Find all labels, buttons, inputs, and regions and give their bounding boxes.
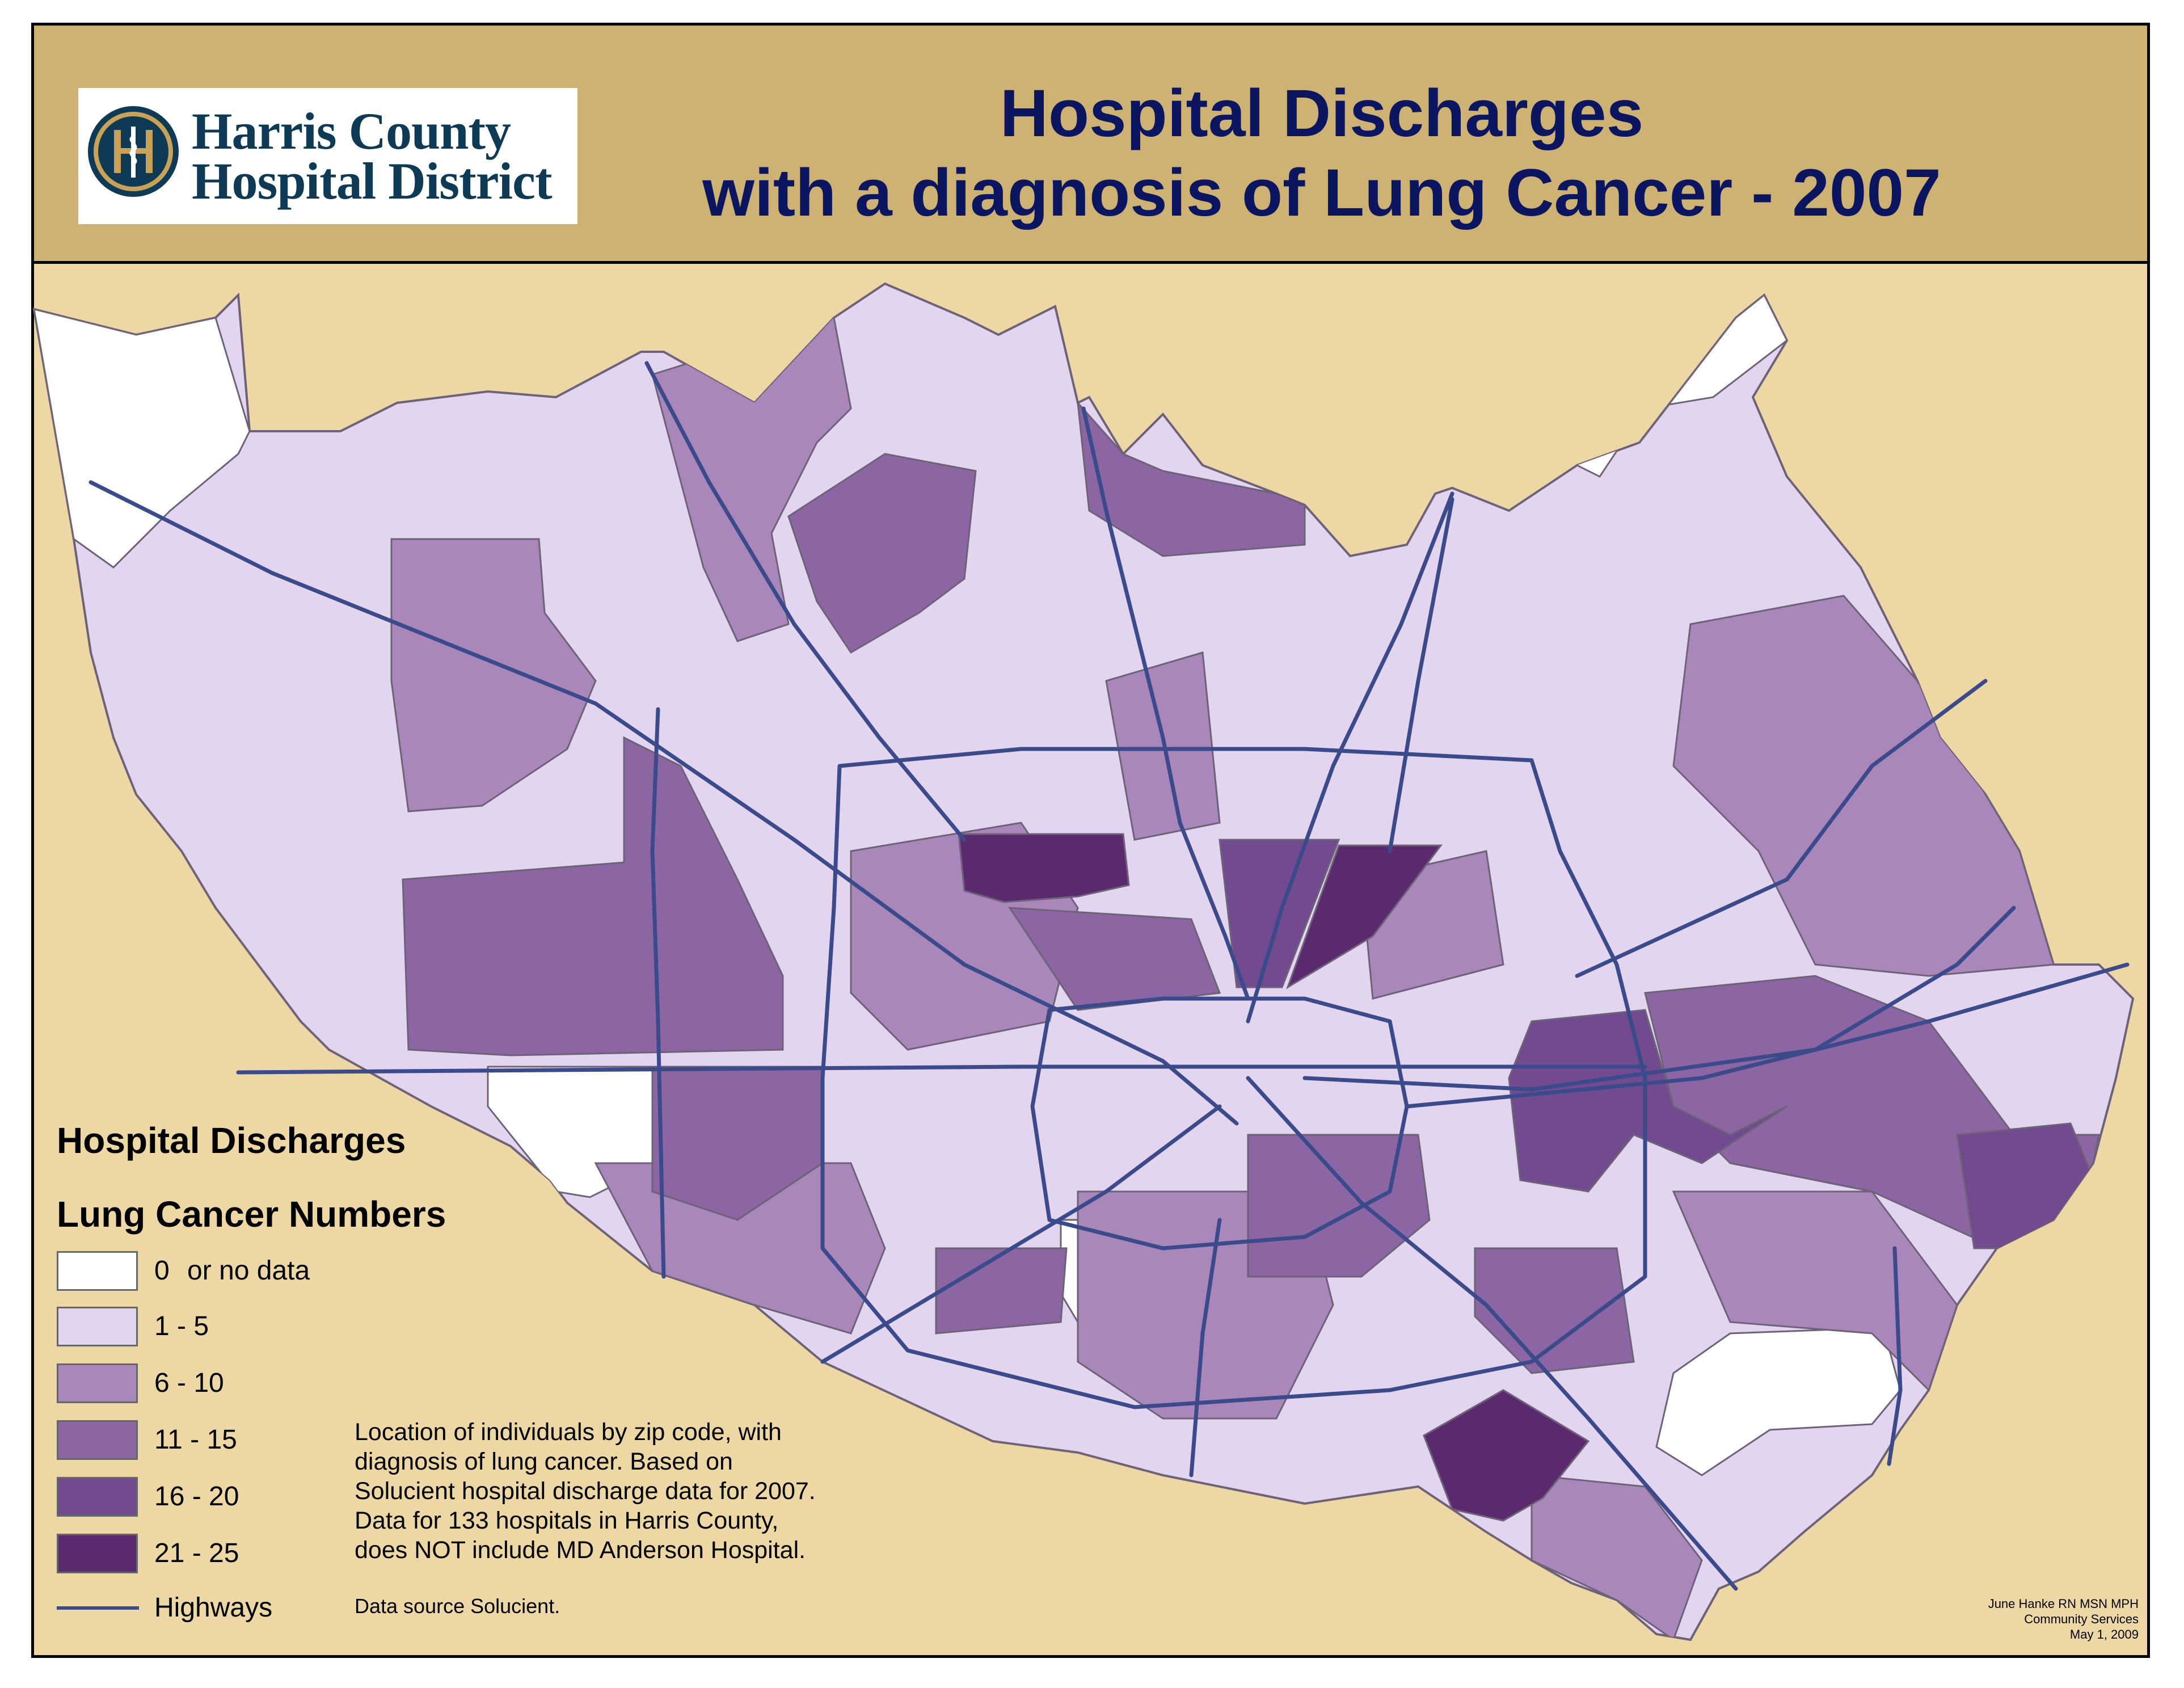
credit-line: June Hanke RN MSN MPH xyxy=(1988,1597,2139,1611)
page-title-line1: Hospital Discharges xyxy=(1000,76,1644,151)
legend-label-6-10: 6 - 10 xyxy=(154,1368,224,1398)
highway-northwest xyxy=(644,361,967,842)
legend-label-0-value: 0 xyxy=(154,1256,170,1286)
legend-swatch-6-10 xyxy=(57,1363,138,1403)
highway-northeast xyxy=(1575,679,1988,978)
zip-area-11-15-southwest xyxy=(935,1247,1068,1335)
legend-label-highways: Highways xyxy=(154,1593,273,1623)
highway-i45-south xyxy=(1246,1076,1738,1591)
map-note: Location of individuals by zip code, wit… xyxy=(355,1417,922,1565)
highway-i10-east xyxy=(1405,962,2130,1109)
zip-area-21-25-northeast-central xyxy=(1286,844,1443,990)
logo-text-line2: Hospital District xyxy=(192,152,553,210)
legend-swatch-11-15 xyxy=(57,1420,138,1460)
highway-ne-loop xyxy=(1388,497,1454,853)
map-note-line: does NOT include MD Anderson Hospital. xyxy=(355,1537,806,1564)
credit-line: Community Services xyxy=(2024,1612,2139,1626)
legend-label-0: 0 or no data xyxy=(154,1255,310,1287)
author-credit: June Hanke RN MSN MPH Community Services… xyxy=(1988,1596,2139,1642)
zip-area-11-15-southeast xyxy=(1474,1247,1635,1374)
legend-label-21-25: 21 - 25 xyxy=(154,1538,239,1568)
zip-area-11-15-south-central xyxy=(1247,1134,1431,1278)
legend-label-16-20: 16 - 20 xyxy=(154,1481,239,1512)
legend-heading-discharges: Hospital Discharges xyxy=(57,1120,406,1161)
legend-swatch-16-20 xyxy=(57,1477,138,1517)
highway-west-fwy xyxy=(650,707,666,1279)
map-note-line: Location of individuals by zip code, wit… xyxy=(355,1418,782,1446)
zip-area-nodata-northeast xyxy=(1563,293,1788,478)
legend-label-0-suffix: or no data xyxy=(187,1256,310,1286)
zip-area-6-10-west xyxy=(390,538,597,813)
zip-area-16-20-east xyxy=(1508,1009,1787,1193)
zip-area-11-15-far-north xyxy=(1077,400,1306,557)
zip-area-11-15-west xyxy=(402,736,784,1056)
highway-beltway8 xyxy=(820,747,1647,1409)
hchd-logo: Harris County Hospital District xyxy=(78,88,577,224)
credit-line: May 1, 2009 xyxy=(2069,1627,2139,1641)
legend-label-11-15: 11 - 15 xyxy=(154,1425,237,1455)
zip-area-6-10-north xyxy=(651,317,852,642)
zip-area-6-10-east xyxy=(1672,595,2055,977)
highway-us290 xyxy=(88,480,1239,1126)
highway-i45-north xyxy=(1081,406,1250,1001)
zip-area-11-15-north xyxy=(787,453,977,654)
legend-heading-lung-cancer: Lung Cancer Numbers xyxy=(57,1194,446,1235)
highway-sh288 xyxy=(1189,1218,1222,1477)
zip-area-11-15-central xyxy=(1008,907,1221,1011)
highway-us59-south xyxy=(820,1104,1222,1364)
logo-text-line1: Harris County xyxy=(192,102,511,160)
legend-swatch-0 xyxy=(57,1251,138,1291)
page-title-line2: with a diagnosis of Lung Cancer - 2007 xyxy=(702,155,1941,230)
map-note-line: Data for 133 hospitals in Harris County, xyxy=(355,1507,779,1534)
highway-loop610 xyxy=(1030,996,1409,1251)
zip-area-21-25-north-central xyxy=(958,833,1130,903)
data-source: Data source Solucient. xyxy=(355,1594,560,1618)
legend-swatch-1-5 xyxy=(57,1307,138,1346)
zip-area-21-25-south xyxy=(1423,1389,1590,1522)
hchd-seal-icon xyxy=(88,106,179,197)
map-note-line: diagnosis of lung cancer. Based on xyxy=(355,1448,733,1475)
legend-swatch-21-25 xyxy=(57,1534,138,1573)
legend-highway-line xyxy=(57,1606,139,1610)
highway-south-east xyxy=(1887,1246,1903,1466)
zip-area-6-10-southwest xyxy=(594,1162,886,1335)
highway-i10-west xyxy=(236,1064,1647,1075)
legend-label-1-5: 1 - 5 xyxy=(154,1311,209,1341)
map-note-line: Solucient hospital discharge data for 20… xyxy=(355,1477,816,1505)
highway-us59-north xyxy=(1246,491,1454,1024)
